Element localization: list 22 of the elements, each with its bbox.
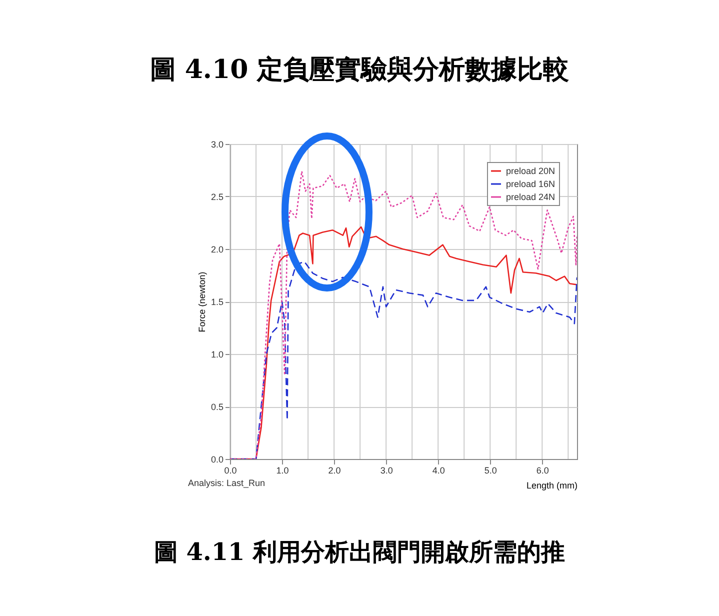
- x-tick-label: 2.0: [328, 466, 341, 476]
- y-tick-label: 1.0: [210, 350, 224, 360]
- y-tick-label: 0.0: [210, 454, 224, 464]
- y-tick-label: 3.0: [210, 140, 224, 150]
- legend-label: preload 16N: [506, 179, 556, 189]
- x-axis-title: Length (mm): [526, 480, 578, 490]
- x-tick-label: 0.0: [224, 466, 237, 476]
- y-tick-label: 2.0: [210, 244, 224, 254]
- x-tick-label: 1.0: [276, 466, 289, 476]
- y-axis-title: Force (newton): [196, 272, 207, 332]
- x-tick-label: 6.0: [536, 466, 549, 476]
- y-tick-label: 0.5: [210, 402, 224, 412]
- legend-label: preload 24N: [506, 192, 556, 202]
- x-tick-label: 3.0: [380, 466, 393, 476]
- chart-title: 圖 4.10 定負壓實驗與分析數據比較: [148, 54, 570, 87]
- text: Analysis: Last_Run: [188, 478, 266, 488]
- x-tick-label: 4.0: [432, 466, 445, 476]
- caption: 圖 4.11 利用分析出閥門開啟所需的推: [152, 536, 566, 568]
- y-tick-label: 2.5: [210, 192, 224, 202]
- y-tick-label: 1.5: [210, 297, 224, 307]
- x-tick-label: 5.0: [484, 466, 497, 476]
- legend-label: preload 20N: [506, 166, 556, 176]
